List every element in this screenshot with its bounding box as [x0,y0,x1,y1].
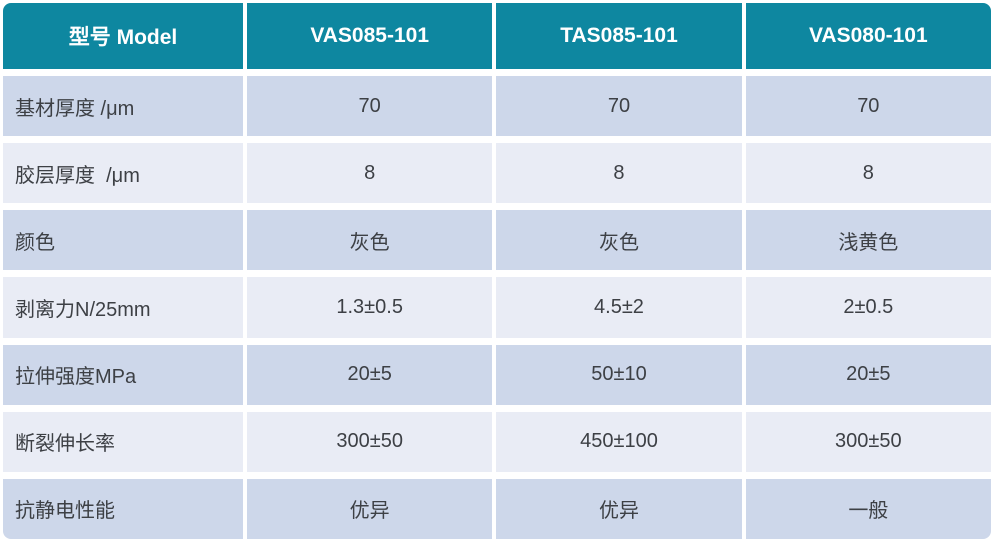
row-label-adhesive-thickness: 胶层厚度 /μm [3,143,243,204]
cell-substrate-thickness-col1: 70 [247,76,493,137]
cell-elongation-col1: 300±50 [247,411,493,472]
cell-elongation-col3: 300±50 [745,411,991,472]
row-label-antistatic-performance: 抗静电性能 [3,478,243,539]
header-cell-model: 型号 Model [3,3,243,69]
cell-adhesive-thickness-col2: 8 [496,143,742,204]
cell-elongation-col2: 450±100 [496,411,742,472]
cell-antistatic-col1: 优异 [247,478,493,539]
cell-antistatic-col2: 优异 [496,478,742,539]
header-cell-vas085-101: VAS085-101 [247,3,493,69]
row-label-tensile-strength: 拉伸强度MPa [3,344,243,405]
cell-substrate-thickness-col3: 70 [745,76,991,137]
cell-color-col2: 灰色 [496,210,742,271]
cell-peel-strength-col3: 2±0.5 [745,277,991,338]
row-label-color: 颜色 [3,210,243,271]
cell-substrate-thickness-col2: 70 [496,76,742,137]
cell-tensile-strength-col3: 20±5 [745,344,991,405]
row-label-peel-strength: 剥离力N/25mm [3,277,243,338]
cell-adhesive-thickness-col1: 8 [247,143,493,204]
cell-peel-strength-col1: 1.3±0.5 [247,277,493,338]
cell-antistatic-col3: 一般 [745,478,991,539]
cell-color-col1: 灰色 [247,210,493,271]
row-label-elongation-at-break: 断裂伸长率 [3,411,243,472]
header-cell-tas085-101: TAS085-101 [496,3,742,69]
row-label-substrate-thickness: 基材厚度 /μm [3,76,243,137]
cell-color-col3: 浅黄色 [745,210,991,271]
cell-adhesive-thickness-col3: 8 [745,143,991,204]
header-cell-vas080-101: VAS080-101 [745,3,991,69]
cell-peel-strength-col2: 4.5±2 [496,277,742,338]
cell-tensile-strength-col2: 50±10 [496,344,742,405]
cell-tensile-strength-col1: 20±5 [247,344,493,405]
